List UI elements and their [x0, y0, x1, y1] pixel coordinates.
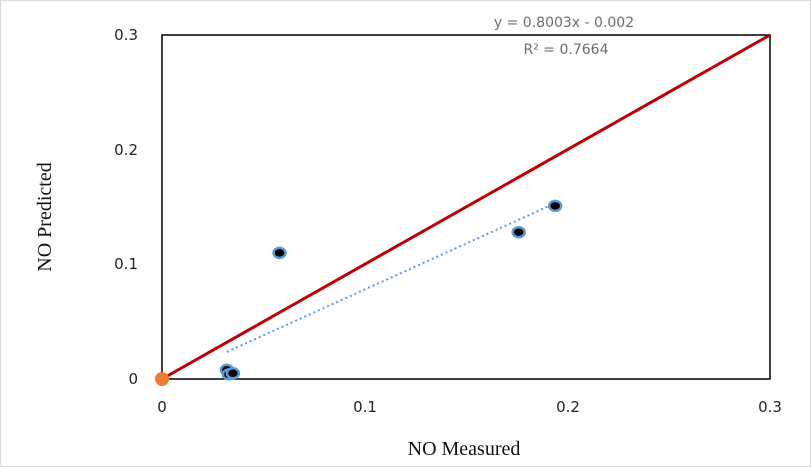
data-point	[225, 367, 241, 380]
y-tick-label: 0.3	[114, 26, 138, 44]
origin-marker	[155, 372, 169, 386]
y-tick-label: 0	[128, 370, 138, 388]
x-tick-label: 0.2	[556, 398, 580, 416]
trendline	[226, 202, 556, 353]
plot-area	[161, 34, 771, 380]
x-tick-label: 0	[157, 398, 167, 416]
trendline-equation: y = 0.8003x - 0.002	[494, 15, 634, 31]
data-point	[547, 199, 563, 213]
x-tick-label: 0.1	[353, 398, 377, 416]
identity-line	[161, 33, 771, 381]
y-tick-label: 0.1	[114, 255, 138, 273]
r-squared-label: R² = 0.7664	[524, 42, 609, 58]
y-tick-label: 0.2	[114, 141, 138, 159]
data-point	[272, 246, 287, 260]
data-point	[511, 225, 526, 239]
y-axis-title: NO Predicted	[34, 162, 56, 271]
data-points	[219, 199, 563, 381]
x-tick-label: 0.3	[758, 398, 782, 416]
x-axis-title: NO Measured	[408, 438, 521, 460]
